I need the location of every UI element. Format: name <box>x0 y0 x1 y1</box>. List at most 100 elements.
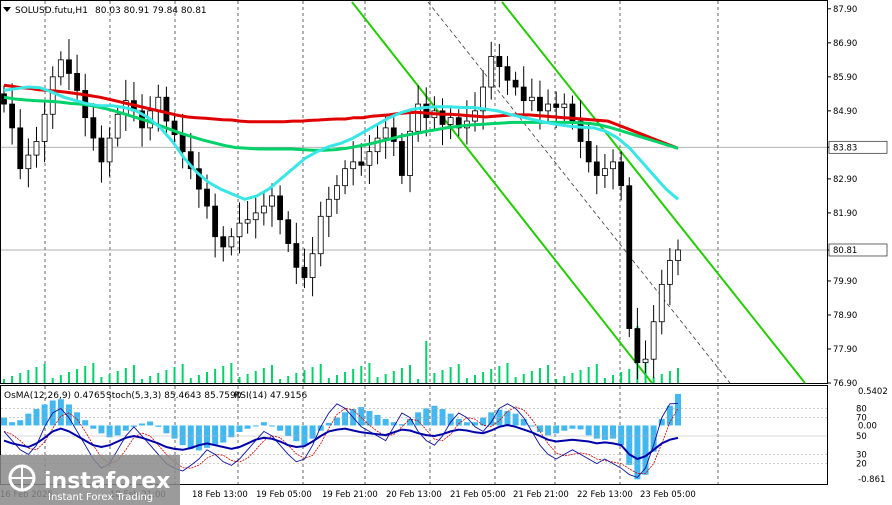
candle-body <box>602 168 608 176</box>
candle-body <box>423 103 430 119</box>
price-marker-box <box>828 140 888 154</box>
osma-bar <box>650 425 657 452</box>
osma-bar <box>252 425 259 427</box>
candle-body <box>634 328 641 363</box>
price-tick-label: 83.83 <box>833 143 857 153</box>
osma-bar <box>601 425 608 440</box>
osma-bar <box>25 413 32 426</box>
osma-bar <box>496 409 503 426</box>
candle-body <box>228 236 235 248</box>
candle-body <box>610 161 616 170</box>
price-tick-label: 79.90 <box>833 277 857 287</box>
price-tick-label: 78.90 <box>833 311 857 321</box>
osma-bar <box>163 425 170 434</box>
osma-bar <box>528 425 535 427</box>
candle-body <box>358 161 365 166</box>
osma-bar <box>626 425 633 465</box>
candle-body <box>374 137 381 153</box>
osma-bar <box>301 425 308 446</box>
trend-channels <box>351 1 806 384</box>
candle-body <box>106 137 113 163</box>
price-tick-label: 86.90 <box>833 39 857 49</box>
price-tick-label: 76.90 <box>833 379 857 389</box>
candle-body <box>66 59 72 74</box>
symbol-label: SOLUSD.futu,H1 <box>15 6 88 16</box>
candle-body <box>90 117 97 139</box>
osma-bar <box>455 418 462 426</box>
osma-bar <box>390 422 397 426</box>
candle-body <box>390 127 397 142</box>
osma-bar <box>139 423 146 426</box>
candle-body <box>187 151 194 170</box>
candle-body <box>244 219 251 224</box>
osma-bar <box>122 425 129 431</box>
candle-body <box>74 73 80 91</box>
osma-bar <box>569 425 576 429</box>
ohlc-readout: 80.03 80.91 79.84 80.81 <box>95 6 207 16</box>
price-tick-label: 77.90 <box>833 345 857 355</box>
osma-bar <box>439 409 446 426</box>
osc-tick-label: 0.5402 <box>858 387 888 397</box>
osma-bar <box>545 425 552 436</box>
tagline-text: Instant Forex Trading <box>48 492 153 503</box>
candle-body <box>675 249 681 261</box>
candle-body <box>382 127 389 139</box>
osc-tick-label: 20 <box>856 460 867 470</box>
osma-bar <box>147 421 154 426</box>
candle-body <box>342 168 348 187</box>
osma-bar <box>593 425 600 439</box>
candle-body <box>650 321 657 360</box>
price-scale: 87.90 86.90 85.90 84.90 83.83 82.90 81.90 80.81… <box>827 5 888 389</box>
time-label: 19 Feb 05:00 <box>256 490 312 500</box>
candle-body <box>658 283 665 323</box>
candle-body <box>399 141 405 176</box>
osc-tick-label: 70 <box>856 414 867 424</box>
osma-label: OsMA(12,26,9) 0.4765 <box>4 391 105 401</box>
osma-bar <box>520 418 527 426</box>
candle-body <box>455 117 462 129</box>
osma-bar <box>17 420 24 426</box>
candle-body <box>561 103 568 108</box>
rsi-label: RSI(14) 47.9156 <box>234 391 307 401</box>
osma-bar <box>228 425 235 438</box>
candle-body <box>317 215 324 255</box>
osma-bar <box>98 425 105 434</box>
candle-body <box>98 137 105 163</box>
ma-green-line <box>3 95 679 152</box>
brand-text: instaforex <box>44 469 170 494</box>
price-tick-label: 81.90 <box>833 209 857 219</box>
osma-bar <box>488 412 495 426</box>
price-tick-label: 84.90 <box>833 107 857 117</box>
candle-body <box>545 103 551 112</box>
candle-body <box>269 195 275 207</box>
dropdown-triangle-icon[interactable] <box>3 7 11 12</box>
osma-bar <box>106 425 113 438</box>
osma-bar <box>9 422 16 426</box>
price-marker-box <box>828 243 888 257</box>
candle-body <box>415 103 422 132</box>
osma-bar <box>471 422 478 426</box>
candle-body <box>309 253 316 278</box>
osma-bar <box>666 405 673 426</box>
candle-body <box>204 188 210 207</box>
osma-bar <box>536 425 543 433</box>
instaforex-logo: instaforex Instant Forex Trading <box>0 455 180 505</box>
candle-body <box>626 185 633 329</box>
osma-bar <box>155 425 162 427</box>
osc-tick-label: 30 <box>856 450 867 460</box>
osma-bar <box>220 425 227 443</box>
candle-body <box>49 76 56 115</box>
candle-body <box>512 79 519 88</box>
osma-bar <box>561 425 568 431</box>
price-tick-label: 87.90 <box>833 5 857 15</box>
osma-bar <box>642 425 649 475</box>
osma-bar <box>358 407 365 426</box>
candle-body <box>593 161 600 176</box>
candle-body <box>220 236 227 248</box>
osma-bar <box>317 425 324 431</box>
candle-body <box>447 117 454 125</box>
candle-body <box>33 141 40 156</box>
candle-body <box>277 195 283 221</box>
osma-bar <box>179 425 186 446</box>
